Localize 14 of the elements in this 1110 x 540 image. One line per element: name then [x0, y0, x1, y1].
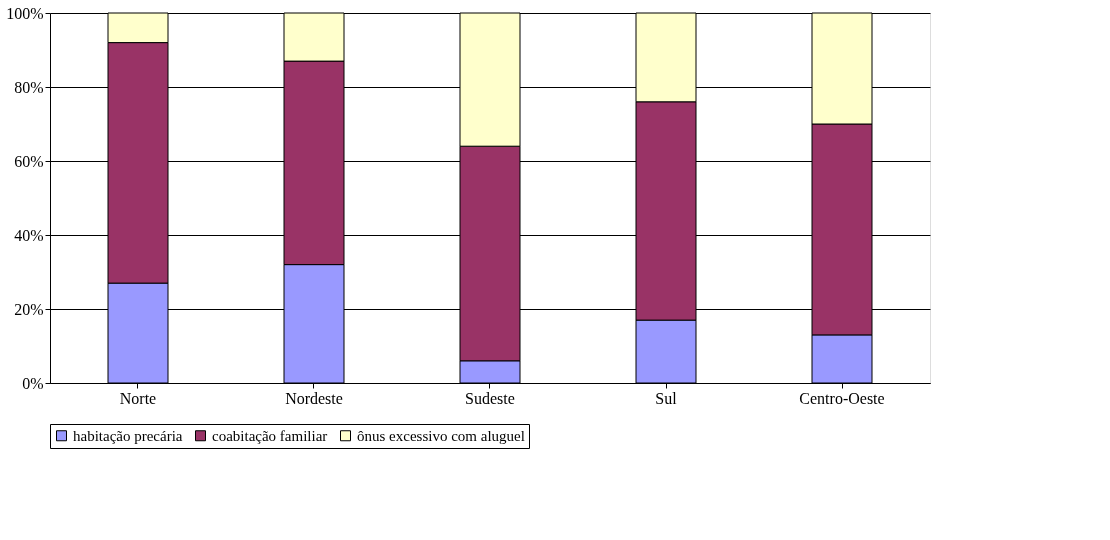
legend-label: ônus excessivo com aluguel [357, 427, 525, 444]
y-tick-label: 20% [14, 300, 44, 318]
y-tick-label: 0% [22, 374, 44, 392]
legend-label: habitação precária [73, 427, 183, 444]
x-tick-label: Sudeste [465, 389, 515, 407]
y-tick-label: 80% [14, 78, 44, 96]
x-tick-label: Sul [655, 389, 678, 407]
y-tick-label: 40% [14, 226, 44, 244]
x-tick-label: Centro-Oeste [799, 389, 885, 407]
x-tick-label: Norte [119, 389, 157, 407]
legend-label: coabitação familiar [212, 427, 328, 444]
x-tick-label: Nordeste [285, 389, 343, 407]
y-tick-label: 60% [14, 152, 44, 170]
y-tick-label: 100% [6, 4, 44, 22]
